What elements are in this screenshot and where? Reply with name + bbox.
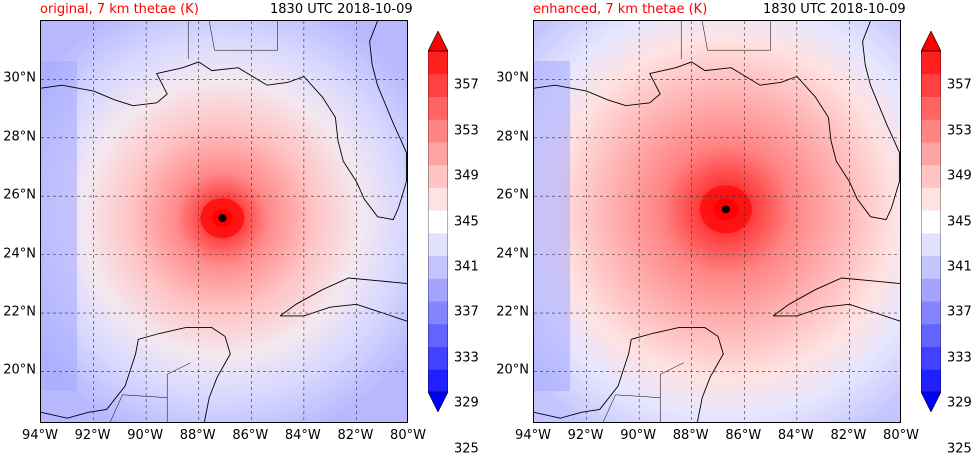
colorbar-label: 357 (947, 77, 972, 93)
panel-original: original, 7 km thetae (K) 1830 UTC 2018-… (0, 0, 486, 456)
x-tick-label: 86°W (725, 428, 762, 443)
colorbar-label: 337 (454, 304, 479, 320)
y-tick-label: 20°N (496, 362, 529, 378)
x-tick-label: 82°W (337, 428, 374, 443)
panel-title: original, 7 km thetae (K) (40, 2, 199, 17)
x-tick-label: 88°W (672, 428, 709, 443)
x-tick-label: 82°W (830, 428, 867, 443)
x-tick-label: 94°W (515, 428, 551, 443)
y-tick-label: 22°N (496, 304, 529, 320)
colorbar-label: 353 (947, 123, 972, 139)
y-tick-label: 24°N (3, 246, 36, 262)
panel-timestamp: 1830 UTC 2018-10-09 (270, 2, 413, 17)
x-tick-label: 92°W (74, 428, 111, 443)
colorbar-label: 337 (947, 304, 972, 320)
map-enhanced (533, 20, 901, 423)
y-tick-label: 26°N (496, 187, 529, 203)
y-tick-label: 26°N (3, 187, 36, 203)
map-original (40, 20, 408, 423)
colorbar-label: 349 (454, 168, 479, 184)
colorbar-original (427, 30, 449, 413)
y-tick-label: 22°N (3, 304, 36, 320)
y-tick-label: 30°N (496, 70, 529, 86)
panel-title: enhanced, 7 km thetae (K) (533, 2, 708, 17)
x-tick-label: 92°W (567, 428, 604, 443)
y-tick-label: 20°N (3, 362, 36, 378)
colorbar-label: 349 (947, 168, 972, 184)
x-tick-label: 84°W (284, 428, 321, 443)
x-tick-label: 90°W (127, 428, 164, 443)
x-tick-label: 90°W (620, 428, 657, 443)
colorbar-label: 329 (454, 395, 479, 411)
colorbar-label: 333 (454, 350, 479, 366)
panel-enhanced: enhanced, 7 km thetae (K) 1830 UTC 2018-… (493, 0, 972, 456)
colorbar-enhanced (920, 30, 942, 413)
panel-timestamp: 1830 UTC 2018-10-09 (763, 2, 906, 17)
map-canvas-original (41, 21, 407, 422)
x-tick-label: 88°W (179, 428, 216, 443)
colorbar-label: 345 (454, 214, 479, 229)
y-tick-label: 30°N (3, 70, 36, 86)
map-canvas-enhanced (534, 21, 900, 422)
colorbar-label: 329 (947, 395, 972, 411)
colorbar-label: 341 (454, 259, 479, 275)
x-tick-label: 80°W (883, 428, 919, 443)
y-tick-label: 28°N (3, 129, 36, 145)
colorbar-label: 341 (947, 259, 972, 275)
y-tick-label: 28°N (496, 129, 529, 145)
x-tick-label: 80°W (390, 428, 426, 443)
colorbar-label: 353 (454, 123, 479, 139)
x-tick-label: 84°W (777, 428, 814, 443)
y-tick-label: 24°N (496, 246, 529, 262)
colorbar-label: 333 (947, 350, 972, 366)
x-tick-label: 86°W (232, 428, 269, 443)
colorbar-label: 345 (947, 214, 972, 229)
x-tick-label: 94°W (22, 428, 58, 443)
colorbar-label: 357 (454, 77, 479, 93)
